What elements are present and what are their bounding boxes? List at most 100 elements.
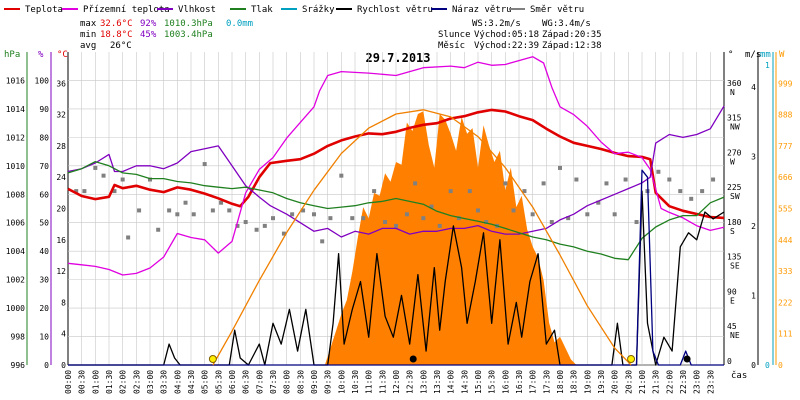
wind-direction-point [202, 162, 207, 167]
y-axis-pct-unit: % [38, 50, 44, 60]
y-tick-label-dir: 45 [727, 322, 737, 331]
x-tick-label: 00:00 [64, 370, 73, 394]
stats-max-label: max [80, 19, 97, 29]
y-tick-label-compass: NW [730, 123, 740, 132]
wind-direction-point [448, 189, 453, 194]
series-line-teplota [67, 108, 725, 220]
wind-direction-point [511, 208, 516, 213]
wind-direction-point [413, 181, 418, 186]
wind-direction-point [689, 196, 694, 201]
legend-item-label: Rychlost větru [357, 5, 433, 15]
wind-direction-point [484, 220, 489, 225]
y-axis-dir-unit: ° [728, 50, 733, 60]
wind-direction-point [183, 200, 188, 205]
y-tick-label-compass: S [730, 227, 735, 236]
y-tick-label-pct: 70 [39, 162, 49, 171]
x-tick-label: 13:30 [433, 370, 442, 394]
wind-direction-point [558, 165, 562, 170]
wind-direction-point [634, 220, 639, 225]
x-tick-label: 23:30 [706, 370, 715, 394]
y-tick-label-ms: 4 [751, 83, 756, 92]
wind-direction-point [585, 212, 590, 217]
series-line-tlak [67, 160, 725, 261]
wind-direction-point [604, 181, 609, 186]
x-tick-label: 03:30 [160, 370, 169, 394]
y-tick-label-hpa: 1006 [6, 219, 25, 228]
moonset-marker [409, 355, 417, 363]
y-tick-label-compass: W [730, 157, 735, 166]
wind-direction-point [281, 231, 286, 236]
series-line-p-zemn-teplota [67, 56, 725, 276]
stats-avg-label: avg [80, 41, 96, 51]
wind-direction-point [74, 189, 79, 194]
plot-area [67, 56, 725, 366]
wind-direction-point [262, 223, 267, 228]
x-tick-label: 01:00 [91, 370, 100, 394]
wind-direction-point [93, 165, 98, 170]
y-tick-label-dir: 225 [727, 183, 742, 192]
wind-direction-point [167, 208, 172, 213]
wind-direction-point [678, 189, 683, 194]
x-tick-label: 03:00 [146, 370, 155, 394]
x-tick-label: 20:30 [624, 370, 633, 394]
x-tick-label: 23:00 [693, 370, 702, 394]
wind-direction-point [254, 227, 259, 232]
y-tick-label-wm2: 666 [778, 173, 793, 182]
x-tick-label: 09:30 [324, 370, 333, 394]
y-tick-label-hpa: 996 [11, 361, 26, 370]
wind-direction-point [522, 189, 527, 194]
y-tick-label-degc: 12 [56, 267, 66, 276]
wind-direction-point [156, 227, 161, 232]
x-tick-label: 00:30 [78, 370, 87, 394]
wind-direction-point [148, 177, 152, 182]
y-tick-label-pct: 80 [39, 133, 49, 142]
x-tick-label: 07:30 [269, 370, 278, 394]
x-tick-label: 04:30 [187, 370, 196, 394]
wind-direction-point [126, 235, 131, 240]
stats-max-rain: 0.0mm [226, 19, 253, 29]
y-tick-label-dir: 90 [727, 287, 737, 296]
y-tick-label-degc: 28 [56, 142, 66, 151]
wind-direction-point [372, 189, 377, 194]
wind-direction-point [667, 177, 672, 182]
wind-direction-point [210, 208, 215, 213]
y-tick-label-ms: 0 [751, 361, 756, 370]
stats-min-temp: 18.8°C [100, 30, 133, 40]
wind-direction-point [612, 212, 617, 217]
x-tick-label: 08:00 [283, 370, 292, 394]
wind-direction-point [137, 208, 142, 213]
x-tick-label: 18:00 [556, 370, 565, 394]
x-tick-label: 19:00 [583, 370, 592, 394]
wind-direction-point [312, 212, 316, 217]
y-tick-label-hpa: 1000 [6, 304, 25, 313]
stats-avg-temp: 26°C [110, 41, 132, 51]
series-line-teoretick-z-en- [212, 109, 632, 366]
stats-max-hum: 92% [140, 19, 157, 29]
x-tick-label: 14:30 [460, 370, 469, 394]
stats-moon-set: Západ:12:38 [542, 41, 602, 51]
x-tick-label: 15:00 [474, 370, 483, 394]
x-tick-label: 11:00 [365, 370, 374, 394]
wind-direction-point [530, 212, 535, 217]
stats-min-hum: 45% [140, 30, 157, 40]
stats-min-press: 1003.4hPa [164, 30, 213, 40]
y-tick-label-dir: 180 [727, 218, 742, 227]
y-tick-label-degc: 36 [56, 79, 66, 88]
wind-direction-point [350, 216, 355, 221]
legend-item-label: Teplota [25, 5, 63, 15]
x-tick-label: 02:00 [119, 370, 128, 394]
wind-direction-point [656, 169, 661, 174]
y-tick-label-degc: 20 [56, 205, 66, 214]
wind-direction-point [700, 189, 705, 194]
legend-item-label: Přízemní teplota [83, 5, 170, 15]
y-tick-label-compass: SE [730, 262, 740, 271]
wind-direction-point [574, 177, 579, 182]
x-tick-label: 07:00 [255, 370, 264, 394]
y-tick-label-pct: 100 [35, 76, 50, 85]
wind-direction-point [437, 223, 442, 228]
y-tick-label-pct: 60 [39, 190, 49, 199]
wind-direction-point [623, 177, 628, 182]
y-tick-label-compass: NE [730, 331, 740, 340]
wind-direction-point [596, 200, 601, 205]
